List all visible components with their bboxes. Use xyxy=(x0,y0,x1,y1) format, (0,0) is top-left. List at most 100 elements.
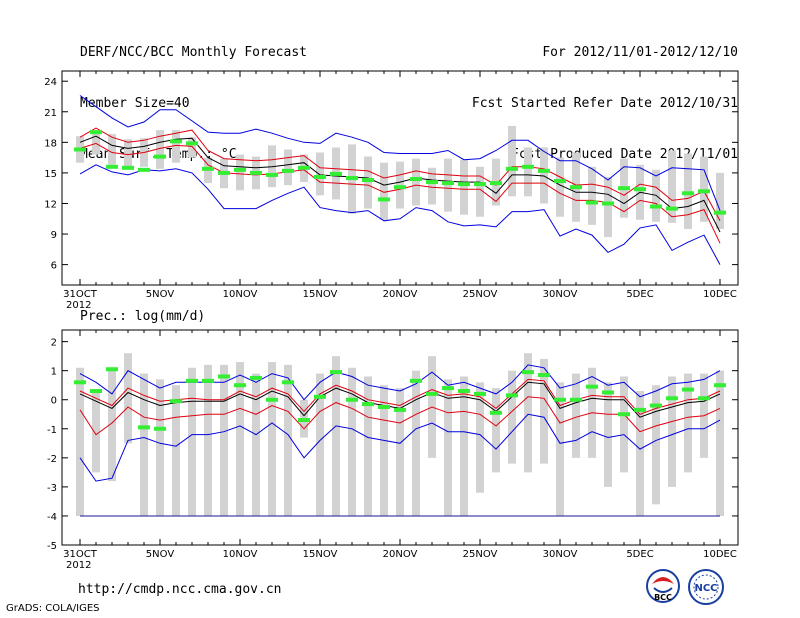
temp-spread-box xyxy=(604,176,612,238)
temp-observed-marker xyxy=(106,164,118,169)
prec-spread-box xyxy=(476,382,484,493)
prec-spread-box xyxy=(604,382,612,487)
prec-observed-marker xyxy=(346,397,358,402)
temp-observed-marker xyxy=(394,185,406,190)
temp-spread-box xyxy=(284,149,292,186)
temp-spread-box xyxy=(684,153,692,229)
bcc-logo-text: BCC xyxy=(654,593,672,602)
temp-observed-marker xyxy=(506,166,518,171)
temp-spread-box xyxy=(508,126,516,197)
prec-observed-marker xyxy=(490,410,502,415)
temp-observed-marker xyxy=(410,177,422,182)
prec-ytick-label: -4 xyxy=(47,512,57,523)
prec-observed-marker xyxy=(138,425,150,430)
prec-spread-box xyxy=(284,364,292,516)
temp-ytick-label: 6 xyxy=(51,261,57,272)
prec-xtick-label: 25NOV xyxy=(463,549,498,560)
temp-spread-box xyxy=(460,159,468,215)
prec-spread-box xyxy=(316,373,324,516)
temp-ytick-label: 12 xyxy=(44,199,57,210)
temp-observed-marker xyxy=(154,154,166,159)
prec-spread-box xyxy=(220,364,228,516)
temp-observed-marker xyxy=(266,172,278,177)
chart-title: DERF/NCC/BCC Monthly Forecast xyxy=(80,45,307,60)
prec-spread-box xyxy=(444,379,452,516)
temp-xtick-label: 30NOV xyxy=(543,289,578,300)
ncc-logo: NCC xyxy=(688,569,724,605)
temp-observed-marker xyxy=(458,182,470,187)
prec-observed-marker xyxy=(506,393,518,398)
prec-xtick-label: 15NOV xyxy=(303,549,338,560)
source-url[interactable]: http://cmdp.ncc.cma.gov.cn xyxy=(78,582,282,597)
temp-year-label: 2012 xyxy=(66,300,91,311)
temp-observed-marker xyxy=(682,191,694,196)
prec-observed-marker xyxy=(570,397,582,402)
prec-xtick-label: 20NOV xyxy=(383,549,418,560)
prec-observed-marker xyxy=(442,386,454,391)
temp-xtick-label: 15NOV xyxy=(303,289,338,300)
temp-observed-marker xyxy=(330,171,342,176)
temp-line-ensemble-mean xyxy=(79,135,721,233)
prec-spread-box xyxy=(620,376,628,473)
prec-observed-marker xyxy=(586,384,598,389)
temp-spread-box xyxy=(364,156,372,209)
prec-spread-box xyxy=(572,373,580,458)
prec-xtick-label: 5NOV xyxy=(146,549,175,560)
temp-observed-marker xyxy=(490,181,502,186)
temp-observed-marker xyxy=(522,164,534,169)
temp-xtick-label: 5NOV xyxy=(146,289,175,300)
temp-spread-box xyxy=(556,157,564,217)
prec-ytick-label: 2 xyxy=(51,338,57,349)
bcc-logo-swirl xyxy=(652,577,674,584)
prec-observed-marker xyxy=(234,383,246,388)
prec-xtick-label: 10DEC xyxy=(703,549,737,560)
prec-spread-box xyxy=(412,370,420,516)
prec-spread-box xyxy=(492,388,500,473)
temp-spread-box xyxy=(428,167,436,205)
prec-spread-box xyxy=(684,373,692,473)
forecast-period: For 2012/11/01-2012/12/10 xyxy=(542,45,738,60)
fcst-started-date: Fcst Started Refer Date 2012/10/31 xyxy=(471,96,738,111)
prec-observed-marker xyxy=(378,404,390,409)
grads-credit: GrADS: COLA/IGES xyxy=(6,603,100,614)
temp-spread-box xyxy=(396,161,404,209)
temp-observed-marker xyxy=(218,170,230,175)
temp-ytick-label: 9 xyxy=(51,230,57,241)
prec-spread-box xyxy=(540,359,548,464)
temp-observed-marker xyxy=(666,206,678,211)
temp-observed-marker xyxy=(714,210,726,215)
prec-panel xyxy=(61,329,739,546)
prec-observed-marker xyxy=(426,391,438,396)
prec-ytick-label: -2 xyxy=(47,454,57,465)
prec-observed-marker xyxy=(74,380,86,385)
temp-line-mean-std xyxy=(79,142,721,244)
temp-spread-box xyxy=(316,152,324,196)
temp-spread-box xyxy=(380,162,388,220)
prec-observed-marker xyxy=(218,374,230,379)
prec-observed-marker xyxy=(554,397,566,402)
temp-observed-marker xyxy=(122,165,134,170)
prec-xtick-label: 10NOV xyxy=(223,549,258,560)
prec-observed-marker xyxy=(330,370,342,375)
prec-observed-marker xyxy=(714,383,726,388)
prec-ytick-label: -5 xyxy=(47,541,57,552)
prec-spread-box xyxy=(204,364,212,516)
ncc-logo-text: NCC xyxy=(694,583,717,594)
prec-observed-marker xyxy=(266,397,278,402)
temp-spread-box xyxy=(700,156,708,222)
temp-observed-marker xyxy=(554,179,566,184)
temp-observed-marker xyxy=(170,139,182,144)
prec-spread-box xyxy=(156,379,164,516)
prec-spread-box xyxy=(380,385,388,516)
temp-ytick-label: 15 xyxy=(44,169,57,180)
prec-spread-box xyxy=(268,361,276,516)
ncc-logo-inner-ring xyxy=(693,574,719,600)
prec-observed-marker xyxy=(458,389,470,394)
temp-observed-marker xyxy=(586,200,598,205)
prec-spread-box xyxy=(108,367,116,482)
prec-spread-box xyxy=(364,376,372,516)
header-right: For 2012/11/01-2012/12/10 Fcst Started R… xyxy=(472,10,738,180)
prec-spread-box xyxy=(332,356,340,516)
temp-xtick-label: 5DEC xyxy=(626,289,653,300)
